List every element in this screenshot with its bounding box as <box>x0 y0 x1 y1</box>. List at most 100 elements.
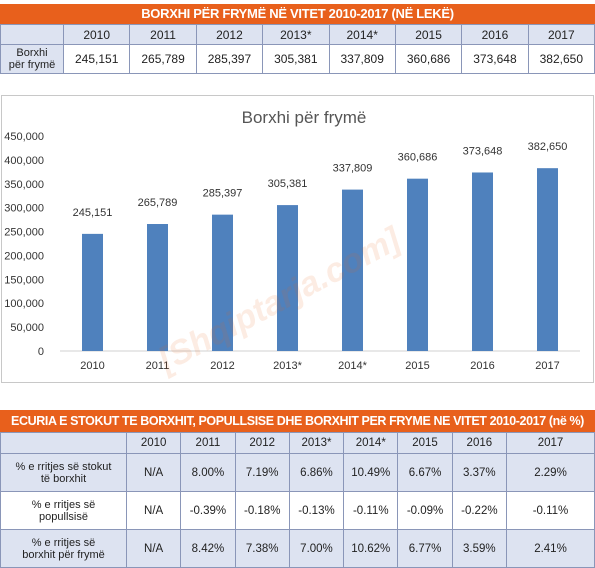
data-label: 245,151 <box>73 207 113 219</box>
bar <box>342 189 363 351</box>
bar <box>277 205 298 351</box>
row-label-line: për frymë <box>8 59 56 71</box>
value-cell: -0.18% <box>234 491 290 530</box>
value-cell: 337,809 <box>328 44 396 74</box>
debt-per-capita-table: 2010 2011 2012 2013* 2014* 2015 2016 201… <box>0 24 595 74</box>
table-row: % e rritjes së popullsisë N/A -0.39% -0.… <box>0 491 595 530</box>
value-cell: N/A <box>125 491 182 530</box>
year-cell: 2013* <box>288 432 345 454</box>
chart-svg: Borxhi për frymë 0 50,000 100,000 150,000 20… <box>4 108 580 372</box>
x-tick-label: 2017 <box>535 360 559 372</box>
y-axis: 0 50,000 100,000 150,000 200,000 250,000 300,0… <box>4 131 44 358</box>
row-label-line: % e rritjes së <box>31 498 96 511</box>
y-tick-label: 0 <box>38 346 44 358</box>
value-cell: 245,151 <box>62 44 131 74</box>
row-label: % e rritjes së stokut të borxhit <box>0 453 127 492</box>
year-cell: 2017 <box>506 432 595 454</box>
value-cell: 373,648 <box>461 44 529 74</box>
value-cell: 6.67% <box>397 453 453 492</box>
bar <box>537 168 558 351</box>
table-row: % e rritjes së borxhit për frymë N/A 8.4… <box>0 529 595 568</box>
year-cell: 2015 <box>397 432 453 454</box>
x-tick-label: 2014* <box>338 360 367 372</box>
x-tick-label: 2016 <box>470 360 494 372</box>
y-tick-label: 400,000 <box>4 155 44 167</box>
growth-rates-table: 2010 2011 2012 2013* 2014* 2015 2016 201… <box>0 432 595 568</box>
year-cell: 2010 <box>62 24 131 45</box>
row-label-line: % e rritjes së stokut <box>15 460 112 473</box>
bar <box>407 178 428 351</box>
bar <box>472 172 493 351</box>
value-cell: 8.42% <box>180 529 236 568</box>
y-tick-label: 300,000 <box>4 203 44 215</box>
bar-series: 245,151 265,789 285,397 305,381 337,809 360,6… <box>73 141 568 351</box>
value-cell: 382,650 <box>527 44 595 74</box>
bar <box>82 233 103 351</box>
row-label-line: popullsisë <box>39 510 88 523</box>
value-cell: 265,789 <box>129 44 197 74</box>
value-cell: 8.00% <box>180 453 236 492</box>
value-cell: N/A <box>125 453 182 492</box>
bar <box>147 224 168 351</box>
value-cell: 285,397 <box>195 44 264 74</box>
value-cell: 10.62% <box>343 529 399 568</box>
data-label: 305,381 <box>268 178 308 190</box>
row-label: % e rritjes së borxhit për frymë <box>0 529 127 568</box>
data-label: 382,650 <box>528 141 568 153</box>
x-tick-label: 2010 <box>80 360 104 372</box>
value-cell: 360,686 <box>394 44 463 74</box>
value-cell: 2.41% <box>506 529 595 568</box>
value-cell: -0.22% <box>451 491 508 530</box>
year-cell: 2015 <box>394 24 463 45</box>
year-cell: 2011 <box>180 432 236 454</box>
chart-title: Borxhi për frymë <box>242 108 367 127</box>
bar-chart: Borxhi për frymë 0 50,000 100,000 150,000 20… <box>1 95 594 383</box>
data-label: 360,686 <box>398 152 438 164</box>
year-header-row: 2010 2011 2012 2013* 2014* 2015 2016 201… <box>0 24 595 45</box>
data-label: 337,809 <box>333 163 373 175</box>
value-cell: 2.29% <box>506 453 595 492</box>
value-cell: N/A <box>125 529 182 568</box>
data-label: 285,397 <box>203 188 243 200</box>
bar <box>212 214 233 351</box>
value-cell: 305,381 <box>262 44 330 74</box>
year-cell: 2012 <box>195 24 264 45</box>
y-tick-label: 50,000 <box>10 322 44 334</box>
value-cell: 6.86% <box>288 453 345 492</box>
value-cell: -0.09% <box>397 491 453 530</box>
value-cell: -0.11% <box>343 491 399 530</box>
value-cell: 3.37% <box>451 453 508 492</box>
table-row: Borxhi për frymë 245,151 265,789 285,397… <box>0 44 595 74</box>
x-axis: 2010 2011 2012 2013* 2014* 2015 2016 2017 <box>80 360 559 372</box>
y-tick-label: 100,000 <box>4 298 44 310</box>
y-tick-label: 450,000 <box>4 131 44 143</box>
value-cell: -0.39% <box>180 491 236 530</box>
x-tick-label: 2011 <box>146 360 170 372</box>
value-cell: 7.00% <box>288 529 345 568</box>
x-tick-label: 2013* <box>273 360 302 372</box>
value-cell: 7.38% <box>234 529 290 568</box>
value-cell: 3.59% <box>451 529 508 568</box>
data-label: 265,789 <box>138 197 178 209</box>
x-tick-label: 2015 <box>405 360 429 372</box>
year-cell: 2011 <box>129 24 197 45</box>
row-label-line: borxhit për frymë <box>22 548 105 561</box>
value-cell: 10.49% <box>343 453 399 492</box>
year-cell: 2014* <box>328 24 396 45</box>
y-tick-label: 200,000 <box>4 250 44 262</box>
y-tick-label: 150,000 <box>4 274 44 286</box>
year-cell: 2016 <box>461 24 529 45</box>
year-cell: 2010 <box>125 432 182 454</box>
y-tick-label: 350,000 <box>4 179 44 191</box>
year-cell: 2016 <box>451 432 508 454</box>
year-cell: 2012 <box>234 432 290 454</box>
row-label-line: Borxhi <box>16 47 48 59</box>
data-label: 373,648 <box>463 145 503 157</box>
year-cell: 2017 <box>527 24 595 45</box>
row-label: Borxhi për frymë <box>0 44 64 74</box>
value-cell: -0.13% <box>288 491 345 530</box>
year-cell: 2013* <box>262 24 330 45</box>
x-tick-label: 2012 <box>210 360 234 372</box>
row-label: % e rritjes së popullsisë <box>0 491 127 530</box>
y-tick-label: 250,000 <box>4 227 44 239</box>
